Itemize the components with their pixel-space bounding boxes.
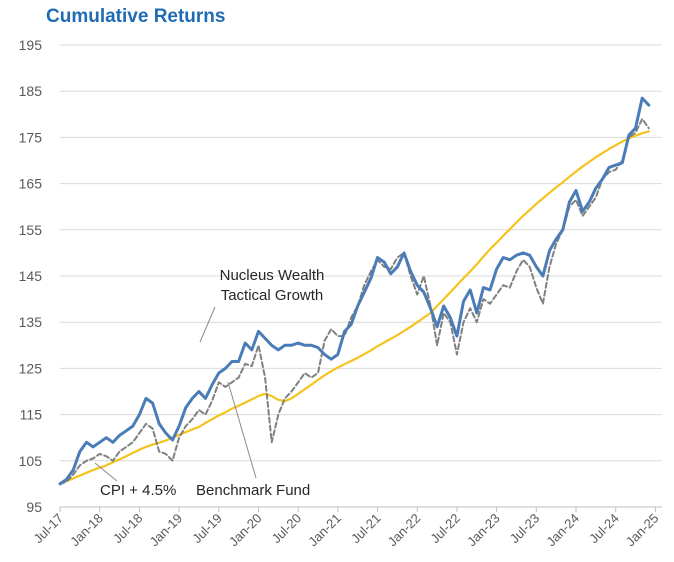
x-tick-label: Jan-19 (146, 511, 185, 550)
benchmark-series-label: Benchmark Fund (196, 482, 310, 499)
nucleus-series-label-line2: Tactical Growth (221, 287, 324, 304)
x-tick-label: Jul-20 (269, 511, 305, 547)
x-tick-label: Jan-25 (623, 511, 662, 550)
y-tick-label: 125 (19, 360, 43, 376)
y-tick-label: 115 (20, 407, 43, 423)
x-tick-label: Jul-21 (348, 511, 384, 547)
cpi-series-label: CPI + 4.5% (100, 482, 176, 499)
y-tick-label: 145 (19, 268, 43, 284)
y-tick-label: 155 (19, 222, 43, 238)
x-tick-label: Jul-22 (427, 511, 463, 547)
x-tick-label: Jul-24 (586, 511, 622, 547)
x-axis-ticks: Jul-17 Jan-18 Jul-18 Jan-19 Jul-19 Jan-20 Jul-… (30, 507, 662, 550)
series-line-nucleus-wealth-tactical-growth (58, 96, 651, 486)
cpi-leader-line (94, 462, 118, 482)
x-tick-label: Jan-20 (226, 511, 265, 550)
x-tick-label: Jan-21 (305, 511, 344, 550)
x-tick-label: Jan-22 (385, 511, 424, 550)
y-tick-label: 135 (19, 314, 43, 330)
nucleus-series-label-line1: Nucleus Wealth (220, 267, 325, 284)
benchmark-leader-line (227, 381, 257, 479)
y-tick-label: 165 (19, 176, 43, 192)
x-tick-label: Jan-18 (67, 511, 106, 550)
y-tick-label: 195 (19, 37, 43, 53)
x-tick-label: Jan-24 (543, 511, 582, 550)
series-line-cpi-4-5 (58, 130, 650, 485)
nucleus-leader-line (199, 306, 216, 343)
x-tick-label: Jul-19 (189, 511, 225, 547)
x-tick-label: Jul-17 (30, 511, 66, 547)
y-tick-label: 175 (19, 129, 43, 145)
chart-title: Cumulative Returns (46, 6, 226, 27)
gridlines (60, 44, 662, 462)
y-tick-label: 105 (19, 453, 43, 469)
series-lines (58, 96, 651, 486)
y-axis-ticks: 95 105 115 125 135 145 155 165 175 185 195 (19, 37, 43, 515)
x-tick-label: Jul-18 (110, 511, 146, 547)
annotations: Nucleus Wealth Tactical Growth CPI + 4.5… (94, 267, 325, 499)
y-tick-label: 185 (19, 83, 43, 99)
x-tick-label: Jan-23 (464, 511, 503, 550)
y-tick-label: 95 (26, 499, 42, 515)
x-tick-label: Jul-23 (507, 511, 543, 547)
series-line-benchmark-fund (59, 117, 650, 485)
